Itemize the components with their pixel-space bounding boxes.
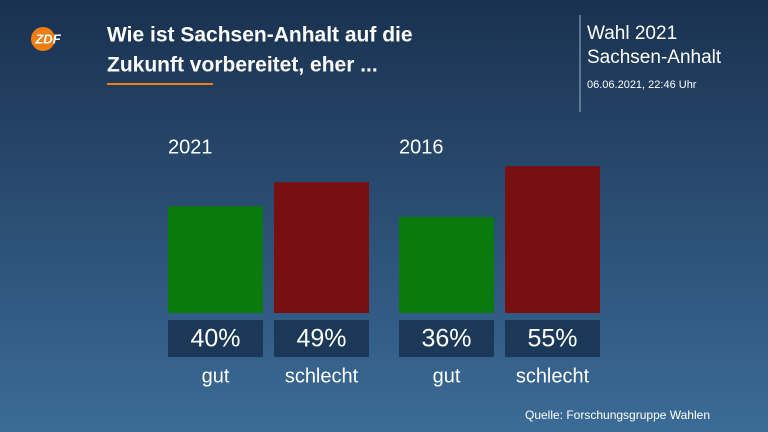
title-line: Wie ist Sachsen-Anhalt auf die: [107, 24, 413, 47]
category-label: gut: [202, 365, 230, 387]
category-label: gut: [433, 365, 461, 387]
value-label-box: [505, 320, 600, 357]
value-label: 49%: [296, 325, 346, 353]
value-label-box: [168, 320, 263, 357]
title-line: Zukunft vorbereitet, eher ...: [107, 54, 378, 77]
timestamp: 06.06.2021, 22:46 Uhr: [587, 79, 697, 91]
value-label-box: [399, 320, 494, 357]
bar: [274, 182, 369, 313]
source: Quelle: Forschungsgruppe Wahlen: [525, 408, 710, 422]
category-label: schlecht: [285, 365, 359, 387]
value-label: 36%: [421, 325, 471, 353]
bar: [168, 206, 263, 313]
title-underline: [107, 83, 213, 85]
state: Sachsen-Anhalt: [587, 47, 722, 68]
bar: [399, 216, 494, 313]
election: Wahl 2021: [587, 23, 677, 44]
value-label-box: [274, 320, 369, 357]
bar: [505, 166, 600, 313]
logo-circle: [31, 27, 55, 51]
category-label: schlecht: [516, 365, 590, 387]
logo: ZDF: [34, 31, 61, 46]
value-label: 40%: [190, 325, 240, 353]
value-label: 55%: [527, 325, 577, 353]
group-title: 2021: [168, 136, 213, 158]
group-title: 2016: [399, 136, 444, 158]
